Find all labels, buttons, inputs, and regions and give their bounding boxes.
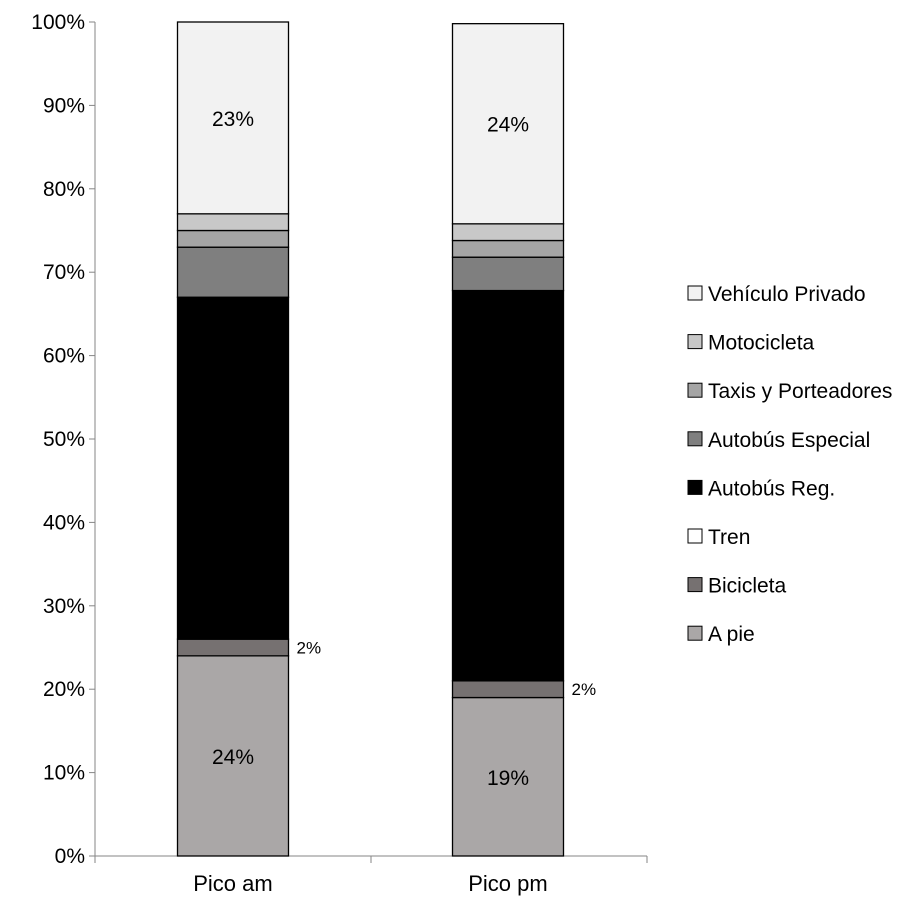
legend-swatch-tren (687, 528, 703, 544)
bar-segment-vehiculo-privado (176, 21, 290, 215)
data-label: 24% (212, 746, 254, 769)
y-tick-label: 40% (43, 511, 85, 534)
legend-label: Autobús Reg. (708, 477, 835, 500)
y-tick-label: 10% (43, 762, 85, 785)
bar-segment-bicicleta (176, 638, 290, 657)
y-axis: 0% 10% 20% 30% 40% 50% 60% 70% 80% 90% 100% (31, 11, 96, 868)
y-tick-label: 80% (43, 178, 85, 201)
legend: Vehículo Privado Motocicleta Taxis y Porte… (687, 283, 892, 646)
y-tick-label: 0% (55, 845, 85, 868)
bar-segment-autobus-reg (451, 289, 565, 682)
x-category-label: Pico am (193, 871, 272, 896)
legend-label: Tren (708, 526, 750, 549)
legend-label: Vehículo Privado (708, 283, 866, 306)
bars (176, 21, 565, 857)
bar-segment-autobus-especial (176, 246, 290, 298)
bar-segment-taxis-y-porteadores (176, 229, 290, 248)
bar-segment-a-pie (176, 655, 290, 857)
y-tick-label: 30% (43, 595, 85, 618)
bar-segment-motocicleta (176, 213, 290, 232)
bar-segment-a-pie (451, 696, 565, 857)
data-label: 19% (487, 767, 529, 790)
data-label: 24% (487, 114, 529, 137)
legend-swatch-a-pie (687, 625, 703, 641)
data-labels: 24% 2% 23% 19% 2% 24% (212, 108, 596, 790)
legend-label: Taxis y Porteadores (708, 380, 892, 403)
bar-segment-autobus-reg (176, 296, 290, 640)
legend-swatch-motocicleta (687, 334, 703, 350)
bar-segment-taxis-y-porteadores (451, 239, 565, 258)
y-tick-label: 50% (43, 428, 85, 451)
legend-swatch-taxis-y-porteadores (687, 382, 703, 398)
bar-segment-vehiculo-privado (451, 23, 565, 225)
y-tick-label: 100% (31, 11, 85, 34)
data-label: 23% (212, 108, 254, 131)
bar-segment-motocicleta (451, 223, 565, 242)
x-category-label: Pico pm (468, 871, 547, 896)
y-tick-label: 90% (43, 94, 85, 117)
legend-label: A pie (708, 623, 755, 646)
legend-label: Bicicleta (708, 575, 787, 598)
y-tick-label: 20% (43, 678, 85, 701)
legend-label: Motocicleta (708, 332, 815, 355)
data-label: 2% (572, 680, 597, 699)
legend-swatch-autobus-reg (687, 479, 703, 495)
legend-label: Autobús Especial (708, 429, 870, 452)
y-tick-label: 70% (43, 261, 85, 284)
x-axis: Pico am Pico pm (94, 855, 648, 896)
y-tick-label: 60% (43, 345, 85, 368)
bar-segment-bicicleta (451, 680, 565, 699)
bar-segment-autobus-especial (451, 256, 565, 292)
legend-swatch-bicicleta (687, 577, 703, 593)
legend-swatch-autobus-especial (687, 431, 703, 447)
legend-swatch-vehiculo-privado (687, 285, 703, 301)
data-label: 2% (297, 639, 322, 658)
